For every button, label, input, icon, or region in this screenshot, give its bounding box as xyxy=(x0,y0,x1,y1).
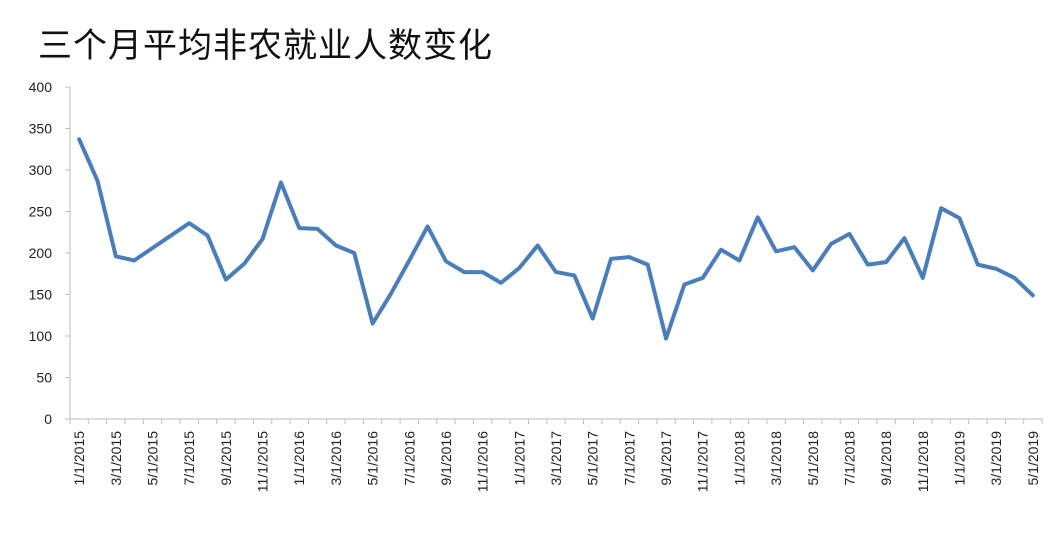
data-point xyxy=(499,281,503,285)
data-point xyxy=(921,276,925,280)
data-point xyxy=(866,263,870,267)
y-tick-label: 250 xyxy=(29,204,53,220)
data-point xyxy=(1012,276,1016,280)
data-point xyxy=(279,180,283,184)
data-point xyxy=(792,245,796,249)
x-tick-label: 7/1/2015 xyxy=(181,431,197,486)
x-tick-label: 11/1/2015 xyxy=(255,431,271,492)
data-point xyxy=(261,237,265,241)
data-point xyxy=(829,242,833,246)
y-tick-label: 100 xyxy=(29,328,53,344)
data-point xyxy=(994,267,998,271)
data-point xyxy=(664,336,668,340)
series-layer xyxy=(77,137,1035,341)
data-point xyxy=(297,226,301,230)
y-tick-label: 50 xyxy=(36,370,52,386)
y-axis: 0 50 100 150 200 250 300 350 400 xyxy=(29,79,71,427)
data-point xyxy=(939,206,943,210)
data-point xyxy=(884,260,888,264)
data-point xyxy=(481,270,485,274)
data-point xyxy=(206,234,210,238)
data-point xyxy=(187,221,191,225)
x-tick-label: 5/1/2019 xyxy=(1025,431,1041,486)
y-tick-label: 400 xyxy=(29,79,53,95)
data-point xyxy=(242,262,246,266)
data-point xyxy=(371,322,375,326)
x-tick-label: 1/1/2015 xyxy=(71,431,87,486)
x-tick-label: 9/1/2015 xyxy=(218,431,234,486)
x-tick-label: 3/1/2019 xyxy=(988,431,1004,486)
data-point xyxy=(847,232,851,236)
x-tick-label: 3/1/2018 xyxy=(768,431,784,486)
y-tick-label: 0 xyxy=(44,411,52,427)
data-point xyxy=(426,224,430,228)
data-point xyxy=(352,251,356,255)
x-tick-label: 7/1/2017 xyxy=(621,431,637,486)
x-tick-label: 9/1/2016 xyxy=(438,431,454,486)
data-point xyxy=(444,259,448,263)
x-tick-label: 5/1/2016 xyxy=(365,431,381,486)
data-point xyxy=(96,179,100,183)
data-point xyxy=(627,255,631,259)
data-point xyxy=(811,268,815,272)
data-point xyxy=(756,215,760,219)
data-point xyxy=(737,258,741,262)
data-point xyxy=(591,317,595,321)
x-tick-label: 9/1/2017 xyxy=(658,431,674,486)
data-point xyxy=(517,266,521,270)
x-axis: 1/1/2015 3/1/2015 5/1/2015 7/1/2015 9/1/2015… xyxy=(69,418,1043,492)
data-point xyxy=(976,263,980,267)
data-point xyxy=(114,254,118,258)
y-tick-label: 300 xyxy=(29,162,53,178)
data-point xyxy=(151,246,155,250)
x-tick-label: 1/1/2019 xyxy=(951,431,967,486)
data-point xyxy=(389,292,393,296)
x-tick-label: 7/1/2018 xyxy=(841,431,857,486)
data-point xyxy=(77,137,81,141)
data-point xyxy=(462,270,466,274)
data-point xyxy=(609,257,613,261)
data-point xyxy=(334,244,338,248)
x-tick-label: 5/1/2018 xyxy=(805,431,821,486)
x-tick-label: 7/1/2016 xyxy=(401,431,417,486)
data-point xyxy=(169,234,173,238)
chart-title: 三个月平均非农就业人数变化 xyxy=(38,26,493,66)
y-tick-label: 350 xyxy=(29,121,53,137)
x-tick-label: 9/1/2018 xyxy=(878,431,894,486)
data-point xyxy=(646,263,650,267)
data-point xyxy=(774,249,778,253)
data-point xyxy=(701,276,705,280)
data-point xyxy=(407,258,411,262)
series-line-0 xyxy=(77,137,1035,341)
x-tick-label: 11/1/2016 xyxy=(475,431,491,492)
x-tick-label: 5/1/2017 xyxy=(585,431,601,486)
data-point xyxy=(316,227,320,231)
data-point xyxy=(719,248,723,252)
x-tick-label: 11/1/2017 xyxy=(695,431,711,492)
x-tick-label: 11/1/2018 xyxy=(915,431,931,492)
x-tick-label: 3/1/2015 xyxy=(108,431,124,486)
data-point xyxy=(536,244,540,248)
data-point xyxy=(957,216,961,220)
x-tick-label: 3/1/2016 xyxy=(328,431,344,486)
x-tick-label: 5/1/2015 xyxy=(145,431,161,486)
x-tick-label: 1/1/2017 xyxy=(511,431,527,486)
data-point xyxy=(1031,293,1035,297)
x-tick-label: 1/1/2018 xyxy=(731,431,747,486)
data-point xyxy=(132,258,136,262)
y-tick-label: 150 xyxy=(29,287,53,303)
data-point xyxy=(572,273,576,277)
x-tick-label: 1/1/2016 xyxy=(291,431,307,486)
data-point xyxy=(554,270,558,274)
data-point xyxy=(224,278,228,282)
data-point xyxy=(682,283,686,287)
x-tick-label: 3/1/2017 xyxy=(548,431,564,486)
y-tick-label: 200 xyxy=(29,245,53,261)
data-point xyxy=(902,236,906,240)
